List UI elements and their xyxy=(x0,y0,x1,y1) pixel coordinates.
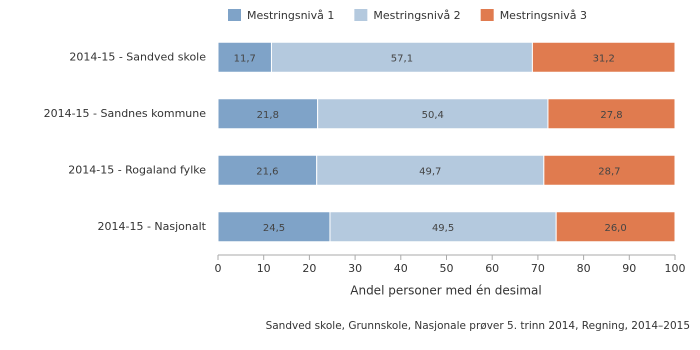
y-tick-label: 2014-15 - Nasjonalt xyxy=(98,220,207,233)
bar-segment xyxy=(555,211,676,243)
x-tick-label: 40 xyxy=(394,262,408,275)
bar-segment xyxy=(317,98,549,130)
x-tick-label: 10 xyxy=(257,262,271,275)
bar-segment xyxy=(217,154,318,186)
legend-swatch xyxy=(480,9,494,21)
x-tick-label: 60 xyxy=(485,262,499,275)
value-label: 27,8 xyxy=(600,110,622,121)
value-label: 11,7 xyxy=(234,53,256,64)
bar-segment xyxy=(270,41,533,73)
bar-segment xyxy=(217,41,272,73)
bar-segment xyxy=(217,211,331,243)
legend-swatch xyxy=(228,9,241,21)
x-axis-title: Andel personer med én desimal xyxy=(350,284,542,298)
legend-label: Mestringsnivå 3 xyxy=(500,9,587,22)
bar-segment xyxy=(547,98,676,130)
value-label: 31,2 xyxy=(593,53,615,64)
value-label: 26,0 xyxy=(604,223,626,234)
value-label: 28,7 xyxy=(598,166,620,177)
y-tick-label: 2014-15 - Sandved skole xyxy=(69,50,206,63)
value-label: 21,8 xyxy=(257,110,279,121)
x-tick-label: 90 xyxy=(622,262,636,275)
bar-segment xyxy=(543,154,676,186)
value-label: 49,5 xyxy=(432,223,454,234)
x-tick-label: 100 xyxy=(665,262,686,275)
legend-label: Mestringsnivå 1 xyxy=(247,9,334,22)
y-tick-label: 2014-15 - Rogaland fylke xyxy=(68,163,206,176)
value-label: 21,6 xyxy=(256,166,278,177)
x-tick-label: 70 xyxy=(531,262,545,275)
x-tick-label: 30 xyxy=(348,262,362,275)
value-label: 24,5 xyxy=(263,223,285,234)
value-label: 50,4 xyxy=(422,110,444,121)
value-label: 57,1 xyxy=(391,53,413,64)
value-label: 49,7 xyxy=(419,166,441,177)
source-note: Sandved skole, Grunnskole, Nasjonale prø… xyxy=(266,320,690,332)
y-tick-label: 2014-15 - Sandnes kommune xyxy=(44,107,207,120)
bar-segment xyxy=(217,98,319,130)
x-tick-label: 0 xyxy=(215,262,222,275)
legend-label: Mestringsnivå 2 xyxy=(373,9,460,22)
bar-segment xyxy=(329,211,557,243)
x-tick-label: 50 xyxy=(440,262,454,275)
x-tick-label: 80 xyxy=(577,262,591,275)
legend-swatch xyxy=(354,9,368,21)
x-tick-label: 20 xyxy=(302,262,316,275)
bar-segment xyxy=(531,41,676,73)
